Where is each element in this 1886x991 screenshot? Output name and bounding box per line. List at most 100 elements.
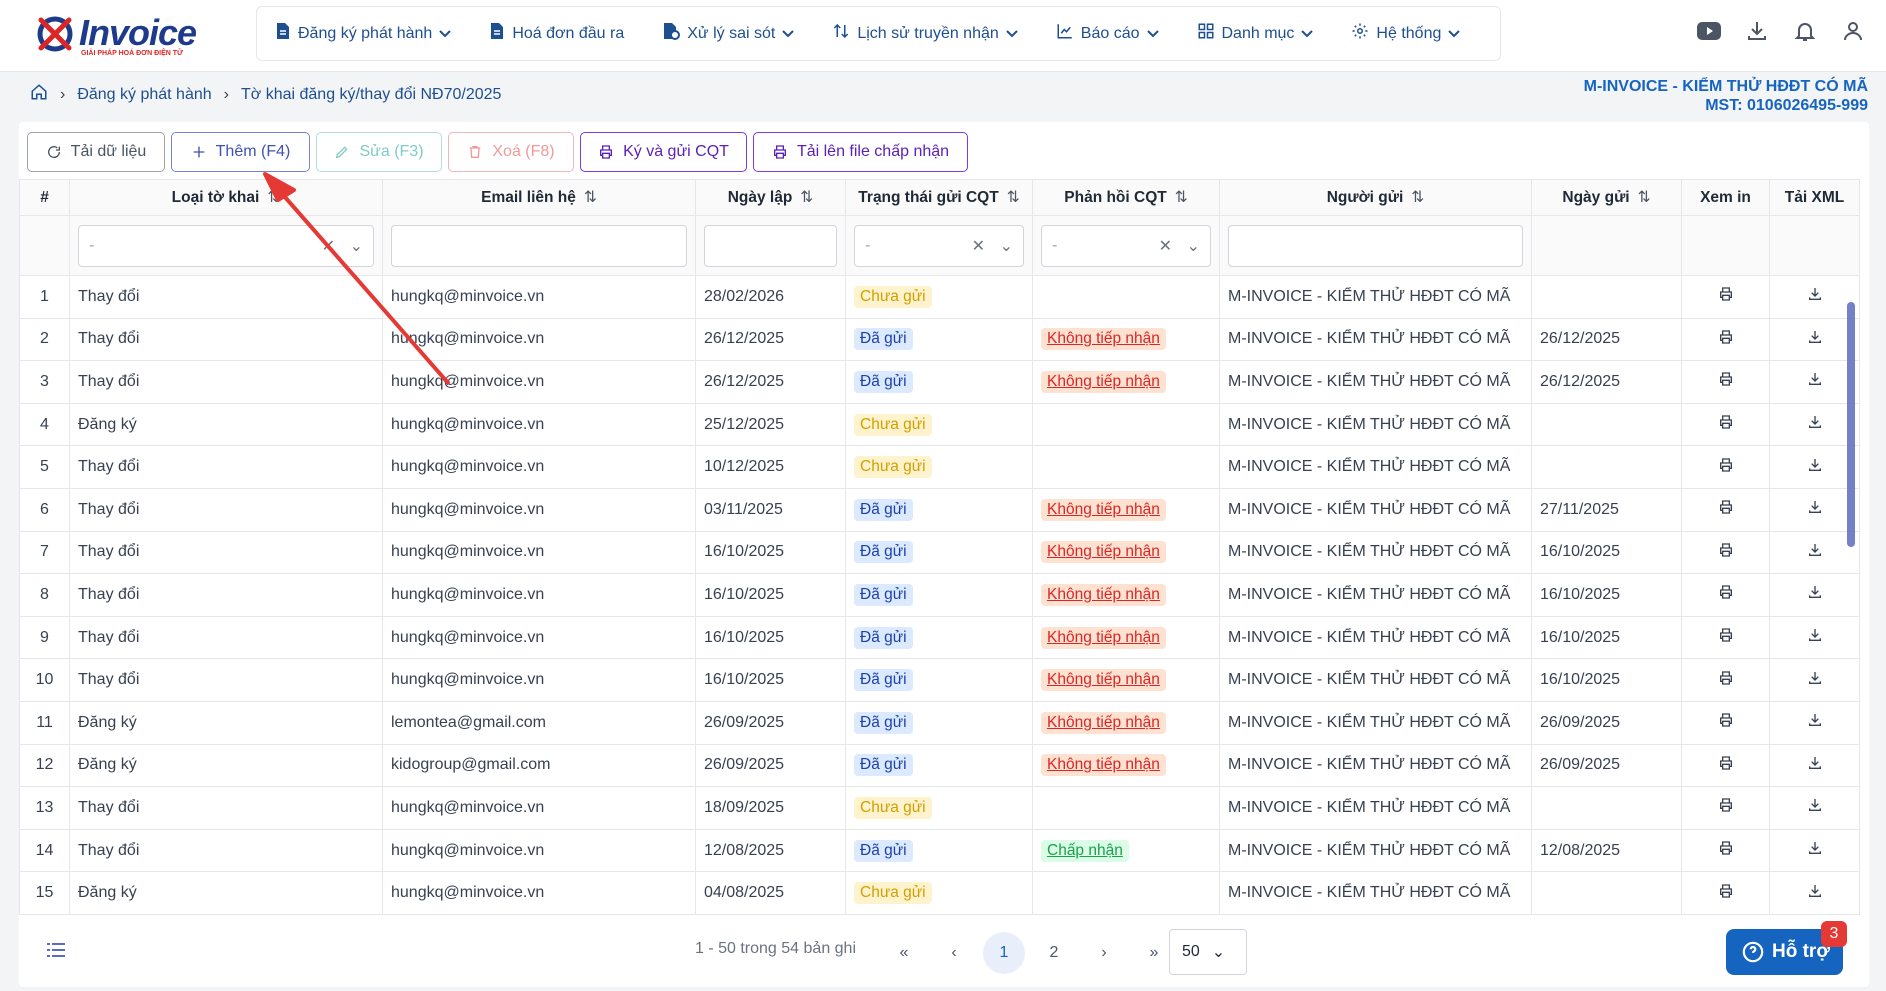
printer-icon[interactable]: [1718, 628, 1734, 647]
nav-item-3[interactable]: Lịch sử truyền nhận: [832, 22, 1018, 45]
printer-icon[interactable]: [1718, 798, 1734, 817]
table-row[interactable]: 10 Thay đổi hungkq@minvoice.vn 16/10/2025 Đã…: [19, 658, 1860, 702]
date-filter-input[interactable]: [704, 224, 837, 267]
youtube-icon[interactable]: [1696, 18, 1722, 44]
printer-icon[interactable]: [1718, 287, 1734, 306]
col-email[interactable]: Email liên hệ ⇅: [382, 179, 696, 216]
add-button[interactable]: Thêm (F4): [171, 132, 310, 172]
chevron-down-icon[interactable]: ⌄: [999, 237, 1013, 255]
download-icon[interactable]: [1807, 714, 1823, 732]
nav-item-0[interactable]: Đăng ký phát hành: [275, 22, 452, 45]
download-icon[interactable]: [1807, 586, 1823, 604]
delete-button[interactable]: Xoá (F8): [448, 132, 574, 172]
table-row[interactable]: 4 Đăng ký hungkq@minvoice.vn 25/12/2025 Chưa…: [19, 402, 1860, 447]
status-filter-select[interactable]: - ✕ ⌄: [854, 224, 1024, 267]
page-size-select[interactable]: 50 ⌄: [1169, 929, 1247, 975]
breadcrumb-level1[interactable]: Đăng ký phát hành: [77, 85, 212, 103]
download-icon[interactable]: [1807, 756, 1823, 775]
sort-icon[interactable]: ⇅: [583, 189, 597, 206]
table-row[interactable]: 7 Thay đổi hungkq@minvoice.vn 16/10/2025 Đã …: [19, 530, 1860, 575]
sort-icon[interactable]: ⇅: [1411, 189, 1425, 206]
printer-icon[interactable]: [1718, 756, 1734, 775]
printer-icon[interactable]: [1718, 543, 1734, 562]
last-page-icon[interactable]: »: [1149, 944, 1159, 961]
download-icon[interactable]: [1807, 671, 1823, 690]
download-icon[interactable]: [1807, 799, 1823, 817]
chevron-down-icon[interactable]: ⌄: [349, 237, 363, 255]
nav-item-1[interactable]: Hoá đơn đầu ra: [489, 22, 624, 45]
clear-icon[interactable]: ✕: [321, 237, 335, 255]
response-badge[interactable]: Không tiếp nhận: [1041, 669, 1166, 692]
response-badge[interactable]: Không tiếp nhận: [1041, 328, 1166, 351]
page-button-2[interactable]: 2: [1049, 944, 1059, 961]
printer-icon[interactable]: [1718, 330, 1734, 349]
app-logo[interactable]: Invoice GIẢI PHÁP HOÁ ĐƠN ĐIỆN TỬ: [33, 10, 213, 60]
table-row[interactable]: 13 Thay đổi hungkq@minvoice.vn 18/09/2025 Ch…: [19, 786, 1860, 830]
sort-icon[interactable]: ⇅: [800, 189, 814, 206]
table-row[interactable]: 2 Thay đổi hungkq@minvoice.vn 26/12/2025 Đã …: [19, 317, 1860, 362]
home-icon[interactable]: [30, 83, 48, 106]
response-badge[interactable]: Không tiếp nhận: [1041, 711, 1166, 734]
vertical-scrollbar[interactable]: [1847, 302, 1855, 547]
response-badge[interactable]: Không tiếp nhận: [1041, 370, 1166, 393]
col-sender[interactable]: Người gửi ⇅: [1219, 179, 1532, 216]
download-icon[interactable]: [1807, 416, 1823, 434]
table-row[interactable]: 9 Thay đổi hungkq@minvoice.vn 16/10/2025 Đã …: [19, 615, 1860, 660]
download-icon[interactable]: [1807, 458, 1823, 477]
page-button-1[interactable]: 1: [983, 932, 1025, 974]
nav-item-5[interactable]: Danh mục: [1197, 22, 1314, 45]
nav-item-2[interactable]: Xử lý sai sót: [662, 22, 795, 45]
sender-filter-input[interactable]: [1228, 224, 1523, 267]
next-page-icon[interactable]: ›: [1101, 944, 1107, 961]
support-button[interactable]: Hỗ trợ 3: [1726, 921, 1847, 975]
email-filter-input[interactable]: [391, 224, 687, 267]
col-status[interactable]: Trạng thái gửi CQT ⇅: [845, 179, 1033, 216]
download-icon[interactable]: [1807, 373, 1823, 391]
download-icon[interactable]: [1807, 884, 1823, 903]
col-type[interactable]: Loại tờ khai ⇅: [69, 179, 383, 216]
response-badge[interactable]: Không tiếp nhận: [1041, 498, 1166, 521]
printer-icon[interactable]: [1718, 670, 1734, 690]
table-row[interactable]: 5 Thay đổi hungkq@minvoice.vn 10/12/2025 Chư…: [19, 445, 1860, 489]
download-icon[interactable]: [1807, 330, 1823, 349]
clear-icon[interactable]: ✕: [971, 237, 985, 255]
chevron-down-icon[interactable]: ⌄: [1186, 237, 1200, 255]
user-icon[interactable]: [1840, 18, 1866, 44]
table-row[interactable]: 12 Đăng ký kidogroup@gmail.com 26/09/2025 Đã…: [19, 743, 1860, 788]
nav-item-4[interactable]: Báo cáo: [1056, 22, 1159, 45]
printer-icon[interactable]: [1718, 415, 1734, 434]
table-row[interactable]: 8 Thay đổi hungkq@minvoice.vn 16/10/2025 Đã …: [19, 573, 1860, 617]
prev-page-icon[interactable]: ‹: [951, 944, 957, 961]
response-badge[interactable]: Không tiếp nhận: [1041, 541, 1166, 564]
col-date[interactable]: Ngày lập ⇅: [695, 179, 846, 216]
upload-accept-button[interactable]: Tải lên file chấp nhận: [753, 132, 968, 172]
bell-icon[interactable]: [1792, 18, 1818, 44]
download-icon[interactable]: [1744, 18, 1770, 44]
download-icon[interactable]: [1807, 629, 1823, 647]
clear-icon[interactable]: ✕: [1158, 237, 1172, 255]
table-row[interactable]: 14 Thay đổi hungkq@minvoice.vn 12/08/2025 Đã…: [19, 828, 1860, 873]
printer-icon[interactable]: [1718, 713, 1734, 732]
list-icon[interactable]: [47, 942, 65, 963]
download-icon[interactable]: [1807, 501, 1823, 519]
col-response[interactable]: Phản hồi CQT ⇅: [1032, 179, 1220, 216]
printer-icon[interactable]: [1718, 500, 1734, 519]
table-row[interactable]: 3 Thay đổi hungkq@minvoice.vn 26/12/2025 Đã …: [19, 360, 1860, 404]
reload-button[interactable]: Tải dữ liệu: [27, 132, 165, 172]
table-row[interactable]: 11 Đăng ký lemontea@gmail.com 26/09/2025 Đã …: [19, 700, 1860, 745]
sort-icon[interactable]: ⇅: [1174, 189, 1188, 206]
response-badge[interactable]: Chấp nhận: [1041, 839, 1129, 862]
first-page-icon[interactable]: «: [899, 944, 909, 961]
response-badge[interactable]: Không tiếp nhận: [1041, 626, 1166, 649]
sort-icon[interactable]: ⇅: [267, 189, 281, 206]
printer-icon[interactable]: [1718, 372, 1734, 391]
printer-icon[interactable]: [1718, 841, 1734, 860]
edit-button[interactable]: Sửa (F3): [316, 132, 442, 172]
sign-send-button[interactable]: Ký và gửi CQT: [580, 132, 747, 172]
table-row[interactable]: 15 Đăng ký hungkq@minvoice.vn 04/08/2025 Chư…: [19, 871, 1860, 915]
table-row[interactable]: 6 Thay đổi hungkq@minvoice.vn 03/11/2025 Đã …: [19, 487, 1860, 532]
type-filter-select[interactable]: - ✕ ⌄: [78, 224, 374, 267]
download-icon[interactable]: [1807, 842, 1823, 860]
breadcrumb-level2[interactable]: Tờ khai đăng ký/thay đổi NĐ70/2025: [240, 85, 502, 103]
download-icon[interactable]: [1807, 288, 1823, 306]
